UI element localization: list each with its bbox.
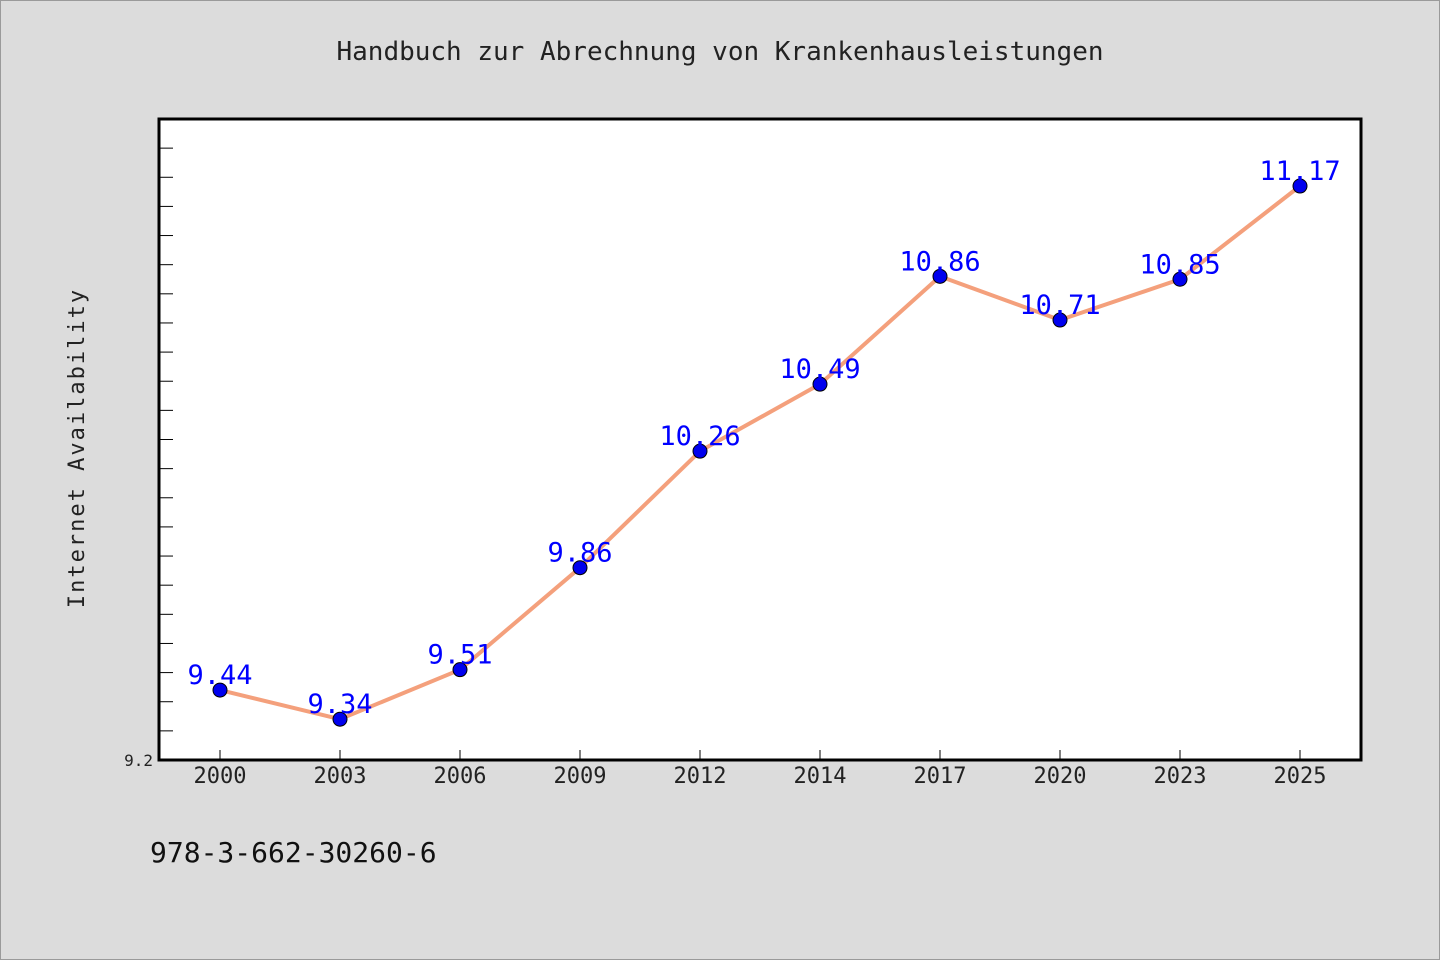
data-label: 10.71 <box>1019 290 1100 321</box>
data-point <box>452 662 468 678</box>
y-axis-ticks <box>159 147 173 732</box>
data-label: 11.17 <box>1259 156 1340 187</box>
y-tick-label: 9.2 <box>124 751 153 770</box>
data-point <box>212 682 228 698</box>
data-label: 10.86 <box>899 246 980 277</box>
y-axis-label: Internet Availability <box>65 288 90 608</box>
chart-title: Handbuch zur Abrechnung von Krankenhausl… <box>336 37 1103 67</box>
x-tick-label: 2017 <box>914 764 967 789</box>
data-point <box>692 443 708 459</box>
data-labels: 9.44 9.34 9.51 9.86 10.26 10.49 10.86 10.71 10.8… <box>187 156 1340 720</box>
data-point <box>1172 271 1188 287</box>
data-label: 9.34 <box>307 689 372 720</box>
x-tick-label: 2020 <box>1034 764 1087 789</box>
x-tick-label: 2014 <box>794 764 847 789</box>
data-point <box>1052 312 1068 328</box>
data-label: 10.49 <box>779 354 860 385</box>
data-point <box>932 268 948 284</box>
data-label: 9.44 <box>187 660 252 691</box>
x-axis-ticks: 2000 2003 2006 2009 2012 2014 2017 2020 2023 2025 <box>194 750 1327 789</box>
plot-area <box>159 119 1361 760</box>
data-point <box>332 711 348 727</box>
x-tick-label: 2023 <box>1154 764 1207 789</box>
data-point <box>572 560 588 576</box>
x-tick-label: 2012 <box>674 764 727 789</box>
series-line <box>218 184 1302 722</box>
x-tick-label: 2006 <box>434 764 487 789</box>
x-tick-label: 2003 <box>314 764 367 789</box>
footer-text: 978-3-662-30260-6 <box>150 836 437 869</box>
plot-border <box>157 117 1363 762</box>
series-markers <box>212 178 1308 727</box>
data-label: 9.51 <box>427 640 492 671</box>
x-tick-label: 2000 <box>194 764 247 789</box>
data-label: 9.86 <box>547 538 612 569</box>
data-point <box>812 376 828 392</box>
data-label: 10.26 <box>659 421 740 452</box>
x-tick-label: 2009 <box>554 764 607 789</box>
x-tick-label: 2025 <box>1274 764 1327 789</box>
data-label: 10.85 <box>1139 249 1220 280</box>
data-point <box>1292 178 1308 194</box>
